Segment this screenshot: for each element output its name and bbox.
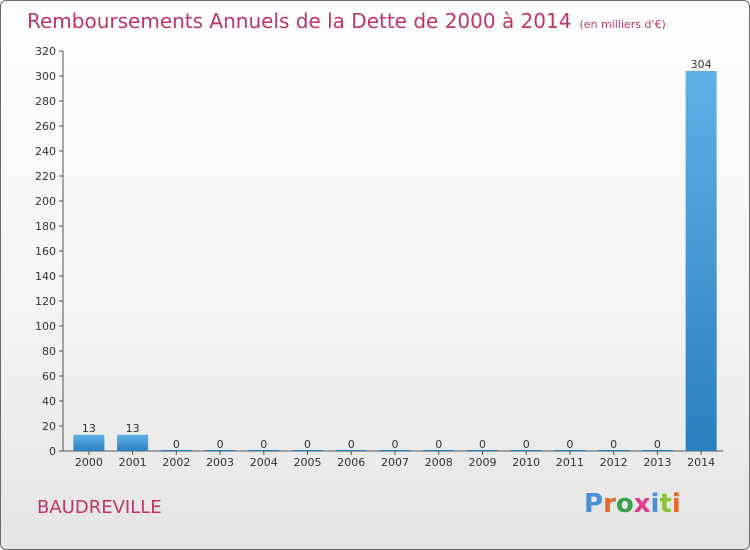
logo-letter: P [584,489,604,519]
chart-bars [73,71,717,451]
bar-2014 [685,71,717,451]
bar-2003 [204,450,236,451]
value-label-2000: 13 [82,422,96,435]
y-tick-label: 0 [49,445,56,458]
logo-letter: x [633,489,651,519]
y-tick-label: 300 [35,70,56,83]
x-tick-label: 2000 [75,456,103,469]
y-tick-label: 120 [35,295,56,308]
x-tick-label: 2007 [381,456,409,469]
bar-2007 [379,450,411,451]
chart-axes: 0 20 40 60 80 100 120 140 160 180 200 220 240 260 280 3… [35,45,723,469]
y-tick-label: 260 [35,120,56,133]
value-label-2011: 0 [566,438,573,451]
bar-2013 [641,450,673,451]
value-label-2013: 0 [654,438,661,451]
logo-letter: r [603,489,616,519]
bar-2005 [292,450,324,451]
bar-2011 [554,450,586,451]
value-label-2014: 304 [691,58,712,71]
logo-letter: o [615,489,634,519]
x-tick-label: 2009 [468,456,496,469]
x-tick-label: 2006 [337,456,365,469]
value-label-2008: 0 [435,438,442,451]
y-tick-label: 160 [35,245,56,258]
chart-labels: 13 13 0 0 0 0 0 0 0 0 0 0 0 0 304 [82,58,712,451]
value-label-2009: 0 [479,438,486,451]
x-tick-label: 2001 [119,456,147,469]
bar-2000 [73,434,105,451]
chart-title: Remboursements Annuels de la Dette de 20… [27,9,666,33]
x-tick-label: 2004 [250,456,278,469]
bar-2012 [598,450,630,451]
value-label-2010: 0 [523,438,530,451]
value-label-2006: 0 [348,438,355,451]
value-label-2004: 0 [260,438,267,451]
bar-2001 [117,434,149,451]
bar-2002 [160,450,192,451]
y-tick-label: 320 [35,45,56,58]
logo-letter: i [671,489,681,519]
x-tick-label: 2013 [643,456,671,469]
x-tick-label: 2003 [206,456,234,469]
proxiti-logo[interactable]: Proxiti [584,489,681,519]
y-tick-label: 20 [42,420,56,433]
y-tick-label: 220 [35,170,56,183]
bar-2006 [335,450,367,451]
value-label-2012: 0 [610,438,617,451]
value-label-2001: 13 [126,422,140,435]
value-label-2002: 0 [173,438,180,451]
x-tick-label: 2010 [512,456,540,469]
y-tick-label: 240 [35,145,56,158]
logo-letter: t [659,489,672,519]
x-tick-label: 2005 [294,456,322,469]
y-tick-label: 60 [42,370,56,383]
value-label-2007: 0 [392,438,399,451]
bar-2004 [248,450,280,451]
y-tick-label: 40 [42,395,56,408]
chart-subtitle: (en milliers d'€) [579,18,666,31]
y-tick-label: 80 [42,345,56,358]
x-tick-label: 2002 [162,456,190,469]
value-label-2003: 0 [217,438,224,451]
y-tick-label: 200 [35,195,56,208]
x-tick-label: 2014 [687,456,715,469]
value-label-2005: 0 [304,438,311,451]
bar-2009 [466,450,498,451]
x-tick-label: 2012 [600,456,628,469]
y-tick-label: 180 [35,220,56,233]
logo-letter: i [650,489,660,519]
chart-title-text: Remboursements Annuels de la Dette de 20… [27,9,572,33]
y-tick-label: 140 [35,270,56,283]
commune-name: BAUDREVILLE [37,497,162,518]
bar-2010 [510,450,542,451]
bar-2008 [423,450,455,451]
y-tick-label: 100 [35,320,56,333]
x-tick-label: 2011 [556,456,584,469]
x-tick-label: 2008 [425,456,453,469]
y-tick-label: 280 [35,95,56,108]
